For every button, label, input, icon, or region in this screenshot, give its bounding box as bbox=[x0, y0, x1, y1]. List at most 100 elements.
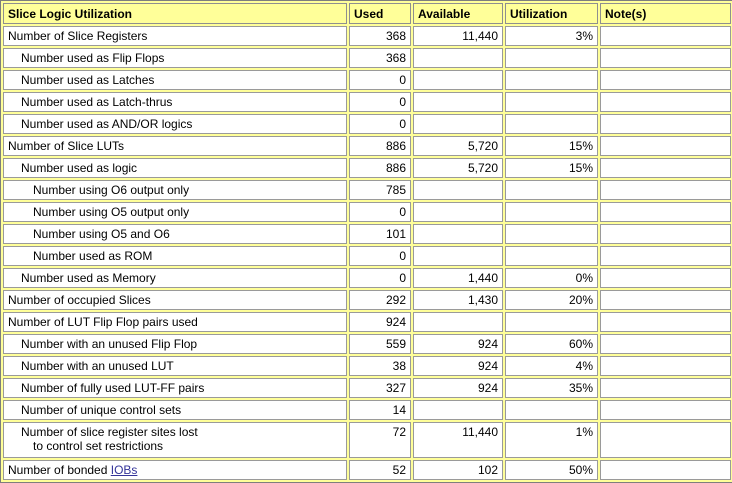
table-row: Number of slice register sites lost to c… bbox=[3, 422, 731, 458]
row-label-cell: Number of occupied Slices bbox=[3, 290, 347, 310]
utilization-cell: 35% bbox=[505, 378, 598, 398]
table-header-row: Slice Logic Utilization Used Available U… bbox=[3, 3, 731, 24]
available-cell bbox=[413, 92, 503, 112]
available-cell: 1,440 bbox=[413, 268, 503, 288]
used-cell: 886 bbox=[349, 158, 411, 178]
note-cell bbox=[600, 400, 731, 420]
used-cell: 101 bbox=[349, 224, 411, 244]
row-label-cell: Number used as Flip Flops bbox=[3, 48, 347, 68]
table-row: Number using O5 output only 0 bbox=[3, 202, 731, 222]
table-row: Number used as AND/OR logics 0 bbox=[3, 114, 731, 134]
note-cell bbox=[600, 70, 731, 90]
row-label-cell: Number of fully used LUT-FF pairs bbox=[3, 378, 347, 398]
utilization-cell: 15% bbox=[505, 158, 598, 178]
table-row: Number using O6 output only 785 bbox=[3, 180, 731, 200]
used-cell: 924 bbox=[349, 312, 411, 332]
table-row: Number of Slice Registers 368 11,440 3% bbox=[3, 26, 731, 46]
row-label-cell: Number used as Latches bbox=[3, 70, 347, 90]
row-label-cell: Number used as AND/OR logics bbox=[3, 114, 347, 134]
row-label-cell: Number of unique control sets bbox=[3, 400, 347, 420]
utilization-cell bbox=[505, 180, 598, 200]
iobs-link[interactable]: IOBs bbox=[110, 463, 138, 477]
table-row: Number used as Memory 0 1,440 0% bbox=[3, 268, 731, 288]
note-cell bbox=[600, 378, 731, 398]
row-label-cell: Number using O5 output only bbox=[3, 202, 347, 222]
row-label-cell: Number used as ROM bbox=[3, 246, 347, 266]
used-cell: 14 bbox=[349, 400, 411, 420]
used-cell: 52 bbox=[349, 460, 411, 480]
row-label-cell: Number used as Latch-thrus bbox=[3, 92, 347, 112]
utilization-cell bbox=[505, 202, 598, 222]
available-cell bbox=[413, 114, 503, 134]
row-label-line1: Number of slice register sites lost bbox=[21, 425, 198, 439]
note-cell bbox=[600, 136, 731, 156]
utilization-cell bbox=[505, 312, 598, 332]
used-cell: 327 bbox=[349, 378, 411, 398]
row-label-cell: Number of slice register sites lost to c… bbox=[3, 422, 347, 458]
col-header-notes: Note(s) bbox=[600, 3, 731, 24]
used-cell: 886 bbox=[349, 136, 411, 156]
note-cell bbox=[600, 422, 731, 458]
col-header-used: Used bbox=[349, 3, 411, 24]
note-cell bbox=[600, 92, 731, 112]
row-label-cell: Number of Slice Registers bbox=[3, 26, 347, 46]
note-cell bbox=[600, 268, 731, 288]
row-label-cell: Number of bonded IOBs bbox=[3, 460, 347, 480]
row-label-cell: Number of LUT Flip Flop pairs used bbox=[3, 312, 347, 332]
utilization-cell: 60% bbox=[505, 334, 598, 354]
used-cell: 292 bbox=[349, 290, 411, 310]
table-row: Number with an unused LUT 38 924 4% bbox=[3, 356, 731, 376]
utilization-cell bbox=[505, 92, 598, 112]
utilization-cell bbox=[505, 70, 598, 90]
note-cell bbox=[600, 290, 731, 310]
available-cell bbox=[413, 312, 503, 332]
available-cell bbox=[413, 70, 503, 90]
utilization-cell: 50% bbox=[505, 460, 598, 480]
available-cell bbox=[413, 400, 503, 420]
table-row: Number of occupied Slices 292 1,430 20% bbox=[3, 290, 731, 310]
utilization-cell: 1% bbox=[505, 422, 598, 458]
row-label-cell: Number used as logic bbox=[3, 158, 347, 178]
used-cell: 0 bbox=[349, 70, 411, 90]
row-label-cell: Number using O6 output only bbox=[3, 180, 347, 200]
table-row: Number of Slice LUTs 886 5,720 15% bbox=[3, 136, 731, 156]
table-row: Number of bonded IOBs 52 102 50% bbox=[3, 460, 731, 480]
table-row: Number used as Latch-thrus 0 bbox=[3, 92, 731, 112]
row-label-cell: Number of Slice LUTs bbox=[3, 136, 347, 156]
used-cell: 0 bbox=[349, 202, 411, 222]
col-header-available: Available bbox=[413, 3, 503, 24]
utilization-cell bbox=[505, 400, 598, 420]
table-row: Number of fully used LUT-FF pairs 327 92… bbox=[3, 378, 731, 398]
note-cell bbox=[600, 460, 731, 480]
used-cell: 0 bbox=[349, 92, 411, 112]
available-cell bbox=[413, 246, 503, 266]
note-cell bbox=[600, 356, 731, 376]
row-label-prefix: Number of bonded bbox=[8, 463, 111, 477]
used-cell: 559 bbox=[349, 334, 411, 354]
table-row: Number used as Latches 0 bbox=[3, 70, 731, 90]
used-cell: 38 bbox=[349, 356, 411, 376]
available-cell: 11,440 bbox=[413, 26, 503, 46]
available-cell bbox=[413, 180, 503, 200]
col-header-slice-logic-utilization: Slice Logic Utilization bbox=[3, 3, 347, 24]
utilization-cell bbox=[505, 224, 598, 244]
note-cell bbox=[600, 158, 731, 178]
note-cell bbox=[600, 224, 731, 244]
available-cell bbox=[413, 48, 503, 68]
row-label-cell: Number used as Memory bbox=[3, 268, 347, 288]
utilization-cell: 3% bbox=[505, 26, 598, 46]
row-label-cell: Number with an unused Flip Flop bbox=[3, 334, 347, 354]
used-cell: 368 bbox=[349, 26, 411, 46]
row-label-cell: Number using O5 and O6 bbox=[3, 224, 347, 244]
note-cell bbox=[600, 312, 731, 332]
utilization-cell: 0% bbox=[505, 268, 598, 288]
available-cell: 1,430 bbox=[413, 290, 503, 310]
row-label-cell: Number with an unused LUT bbox=[3, 356, 347, 376]
note-cell bbox=[600, 180, 731, 200]
table-row: Number used as ROM 0 bbox=[3, 246, 731, 266]
available-cell: 924 bbox=[413, 356, 503, 376]
table-row: Number of LUT Flip Flop pairs used 924 bbox=[3, 312, 731, 332]
utilization-cell bbox=[505, 114, 598, 134]
note-cell bbox=[600, 26, 731, 46]
available-cell: 5,720 bbox=[413, 136, 503, 156]
